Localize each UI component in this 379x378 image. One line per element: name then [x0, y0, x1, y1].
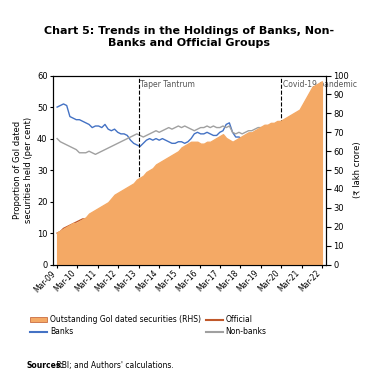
Text: RBI; and Authors' calculations.: RBI; and Authors' calculations.	[54, 361, 174, 370]
Text: Sources:: Sources:	[27, 361, 64, 370]
Text: Chart 5: Trends in the Holdings of Banks, Non-
Banks and Official Groups: Chart 5: Trends in the Holdings of Banks…	[44, 26, 335, 48]
Text: Covid-19 pandemic: Covid-19 pandemic	[283, 81, 357, 89]
Y-axis label: (₹ lakh crore): (₹ lakh crore)	[354, 142, 362, 198]
Text: Taper Tantrum: Taper Tantrum	[140, 81, 195, 89]
Y-axis label: Proportion of GoI dated
securities held (per cent): Proportion of GoI dated securities held …	[13, 117, 33, 223]
Legend: Outstanding GoI dated securities (RHS), Banks, Official, Non-banks: Outstanding GoI dated securities (RHS), …	[30, 315, 267, 336]
